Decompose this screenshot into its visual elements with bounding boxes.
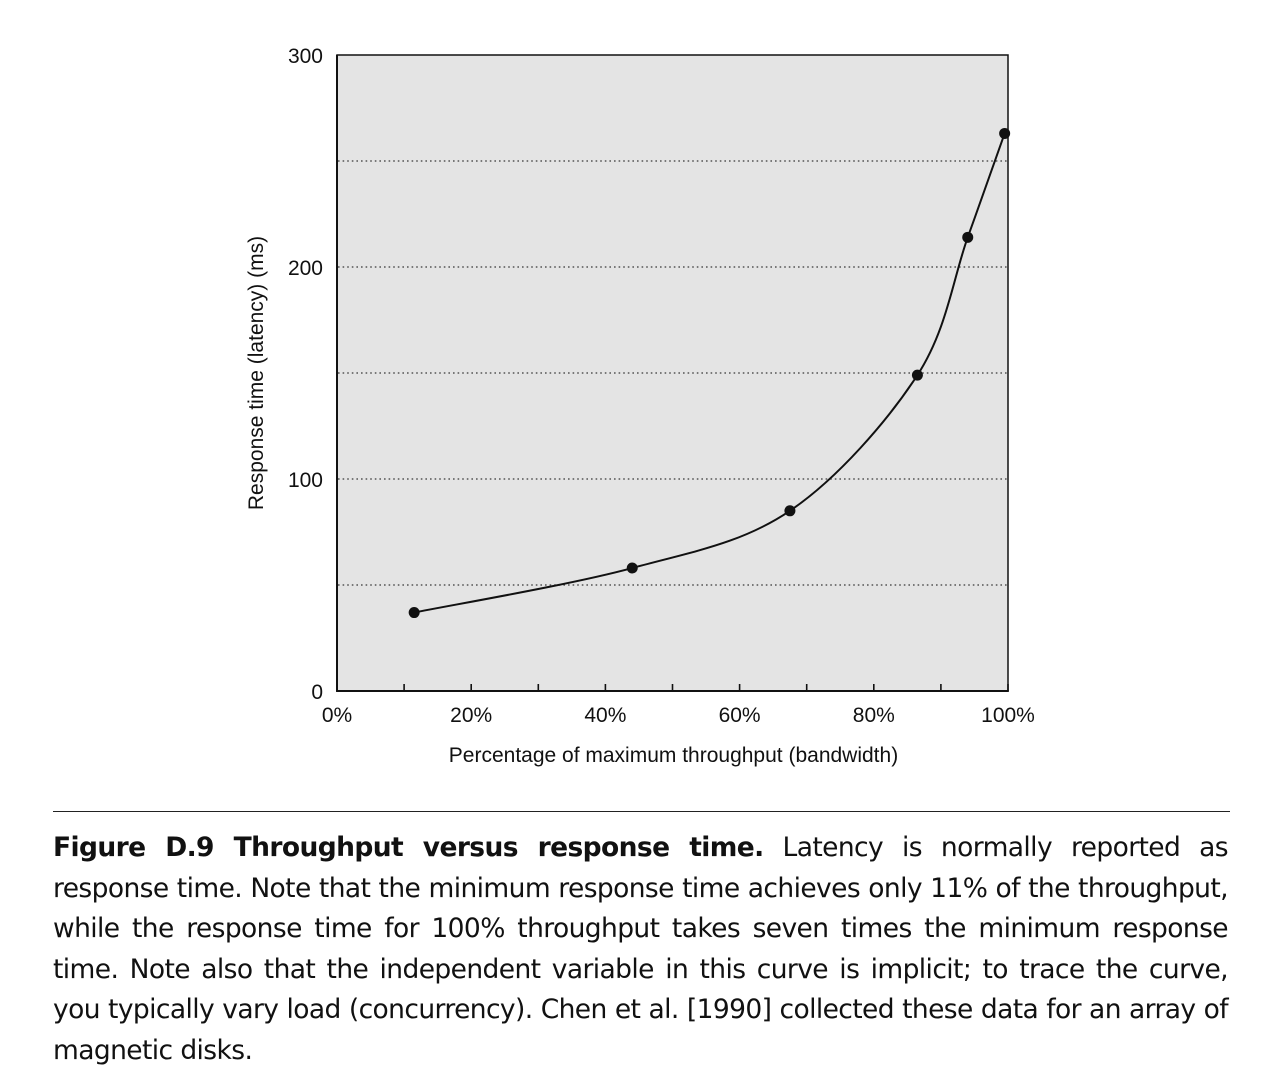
y-tick-labels: 0 100 200 300 <box>288 45 323 704</box>
data-point <box>962 231 974 243</box>
caption-divider <box>53 811 1230 812</box>
throughput-latency-chart: 0% 20% 40% 60% 80% 100% 0 100 200 300 Percentage… <box>245 45 1035 767</box>
x-tick-labels: 0% 20% 40% 60% 80% 100% <box>322 704 1035 727</box>
plot-area <box>336 54 1009 692</box>
y-tick-label: 200 <box>288 257 323 280</box>
x-tick-label: 60% <box>719 704 761 727</box>
data-points <box>408 127 1011 619</box>
x-tick-label: 80% <box>853 704 895 727</box>
figure-caption: Figure D.9 Throughput versus response ti… <box>53 828 1229 1071</box>
data-point <box>626 562 638 574</box>
data-point <box>911 369 923 381</box>
x-tick-label: 0% <box>322 704 352 727</box>
data-point <box>408 607 420 619</box>
x-tick-label: 40% <box>584 704 626 727</box>
gridlines <box>338 160 1007 586</box>
y-axis-title: Response time (latency) (ms) <box>245 236 268 510</box>
tick-marks <box>336 684 1009 691</box>
caption-text: Latency is normally reported as response… <box>53 832 1229 1066</box>
y-tick-label: 300 <box>288 45 323 68</box>
caption-label: Figure D.9 Throughput versus response ti… <box>53 832 764 863</box>
data-point <box>999 127 1011 139</box>
y-tick-label: 0 <box>311 681 323 704</box>
x-tick-label: 20% <box>450 704 492 727</box>
data-point <box>784 505 796 517</box>
x-axis-title: Percentage of maximum throughput (bandwi… <box>449 744 898 767</box>
y-tick-label: 100 <box>288 469 323 492</box>
x-tick-label: 100% <box>981 704 1035 727</box>
